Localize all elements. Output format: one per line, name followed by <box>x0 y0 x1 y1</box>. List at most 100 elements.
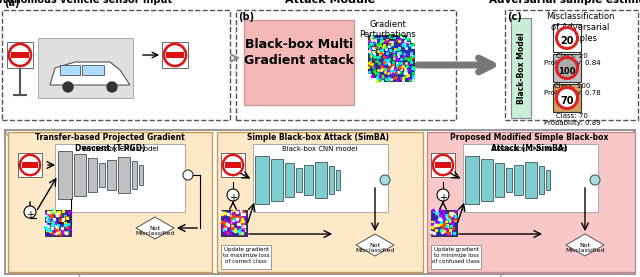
Bar <box>5 130 635 274</box>
Text: Misclassification
of Adversarial
samples: Misclassification of Adversarial samples <box>546 12 614 43</box>
Bar <box>427 132 635 272</box>
Text: Adversarial sample estimator: Adversarial sample estimator <box>489 0 640 5</box>
Text: Class: 20
Probability: 0.84: Class: 20 Probability: 0.84 <box>544 53 600 66</box>
Bar <box>465 156 479 204</box>
Bar <box>553 54 581 82</box>
Bar <box>221 245 271 269</box>
Text: 100: 100 <box>558 66 576 76</box>
Bar <box>271 159 283 201</box>
Text: Update gradient
to maximize loss
of correct class: Update gradient to maximize loss of corr… <box>223 247 269 264</box>
Text: +: + <box>439 193 447 203</box>
Bar <box>38 38 133 98</box>
Bar <box>99 163 105 187</box>
Text: Gradient
Perturbations: Gradient Perturbations <box>360 20 417 39</box>
Text: Class: 100
Probability: 0.78: Class: 100 Probability: 0.78 <box>543 83 600 96</box>
Bar <box>431 153 455 177</box>
Text: Not
Misclassified: Not Misclassified <box>565 243 605 253</box>
Circle shape <box>222 154 244 176</box>
Text: Attack Module: Attack Module <box>285 0 375 5</box>
Text: Not
Misclassified: Not Misclassified <box>355 243 395 253</box>
Bar <box>372 39 410 77</box>
Bar <box>7 42 33 68</box>
Bar <box>221 210 247 236</box>
Bar <box>162 42 188 68</box>
Bar <box>22 162 38 168</box>
Polygon shape <box>32 38 95 72</box>
Polygon shape <box>136 217 174 239</box>
Circle shape <box>107 82 117 92</box>
Circle shape <box>163 43 187 67</box>
Bar <box>435 162 451 168</box>
Bar <box>82 65 104 75</box>
Bar <box>296 168 302 192</box>
Text: (a): (a) <box>4 0 19 8</box>
Text: 20: 20 <box>560 36 573 46</box>
Bar <box>505 10 638 120</box>
Bar <box>481 159 493 201</box>
Circle shape <box>183 170 193 180</box>
Bar <box>253 144 388 212</box>
Bar <box>12 52 29 58</box>
Bar <box>118 157 130 193</box>
Bar <box>221 153 245 177</box>
Bar <box>315 162 327 198</box>
Bar <box>506 168 512 192</box>
Text: White-box CNN model: White-box CNN model <box>82 146 158 152</box>
Bar <box>463 144 598 212</box>
Circle shape <box>24 206 36 218</box>
Circle shape <box>166 46 184 64</box>
Bar <box>166 52 184 58</box>
Bar <box>511 18 531 118</box>
Bar <box>55 144 185 212</box>
Text: Black-box Multi
Gradient attack: Black-box Multi Gradient attack <box>244 37 354 66</box>
Bar <box>2 10 230 120</box>
Text: Not
Misclassified: Not Misclassified <box>135 226 175 236</box>
Text: Simple Black-box Attack (SimBA): Simple Black-box Attack (SimBA) <box>247 133 389 142</box>
Text: Class: 70
Probability: 0.89: Class: 70 Probability: 0.89 <box>543 113 600 127</box>
Text: +: + <box>229 193 237 203</box>
Text: Black-box CNN model: Black-box CNN model <box>282 146 358 152</box>
Bar <box>74 154 86 196</box>
Bar <box>18 153 42 177</box>
Bar <box>45 210 71 236</box>
Bar <box>60 65 80 75</box>
Bar <box>236 10 456 120</box>
Bar <box>553 24 581 52</box>
Polygon shape <box>356 234 394 256</box>
Text: Autonomous vehicle sensor input: Autonomous vehicle sensor input <box>0 0 172 5</box>
Circle shape <box>225 157 241 174</box>
Bar <box>107 160 116 190</box>
Circle shape <box>21 157 38 174</box>
Text: Update gradient
to minimize loss
of confused class: Update gradient to minimize loss of conf… <box>432 247 480 264</box>
Text: +: + <box>26 210 34 220</box>
Circle shape <box>63 82 73 92</box>
Polygon shape <box>50 62 130 85</box>
Circle shape <box>590 175 600 185</box>
Circle shape <box>555 86 579 110</box>
Circle shape <box>558 89 576 107</box>
Bar <box>539 166 544 194</box>
Circle shape <box>8 43 32 67</box>
Circle shape <box>11 46 29 64</box>
Bar <box>368 35 406 73</box>
Bar <box>431 210 457 236</box>
Bar <box>376 43 414 81</box>
Circle shape <box>558 59 576 77</box>
Bar <box>88 158 97 192</box>
Bar <box>495 163 504 197</box>
Bar <box>8 132 212 272</box>
Text: (c): (c) <box>507 12 522 22</box>
Circle shape <box>227 189 239 201</box>
Bar <box>217 132 423 272</box>
Text: Black-Box Model: Black-Box Model <box>516 32 525 104</box>
Bar <box>336 170 340 190</box>
Bar <box>285 163 294 197</box>
Text: Black-box CNN model: Black-box CNN model <box>492 146 568 152</box>
Circle shape <box>558 29 576 47</box>
Text: (b): (b) <box>238 12 254 22</box>
Circle shape <box>19 154 41 176</box>
Circle shape <box>432 154 454 176</box>
Bar <box>525 162 537 198</box>
Bar <box>553 84 581 112</box>
Bar <box>225 162 241 168</box>
